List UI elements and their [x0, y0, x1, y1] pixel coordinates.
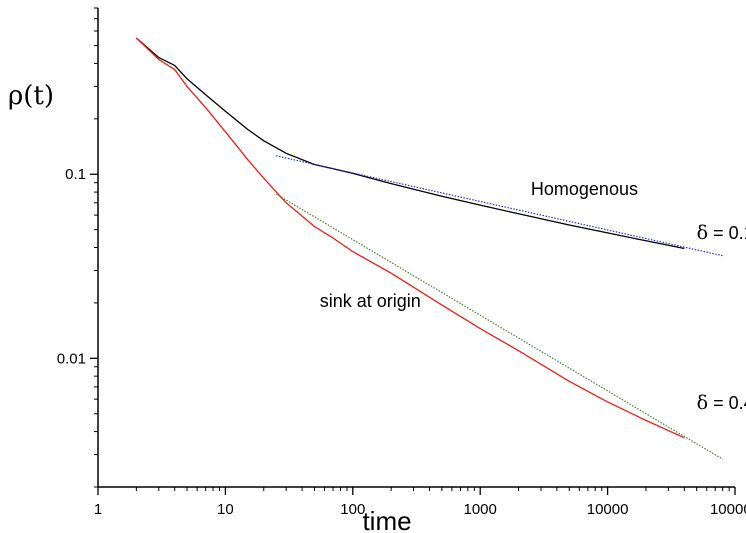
curve-annotation: sink at origin	[320, 291, 421, 311]
x-tick-label: 100	[340, 501, 365, 518]
slope-annotation: δ = 0.16	[697, 222, 746, 244]
x-tick-label: 1	[94, 501, 102, 518]
x-tick-label: 10	[217, 501, 234, 518]
curve-annotation: Homogenous	[531, 179, 638, 199]
series-group	[135, 37, 724, 460]
fit-line-3	[275, 193, 724, 460]
y-tick-label: 0.1	[65, 166, 86, 183]
annotations-group: Homogenous sink at origin δ = 0.16 δ = 0.41	[320, 179, 746, 414]
x-axis-title: time	[362, 506, 411, 533]
x-tick-label: 1000	[464, 501, 497, 518]
fit-line-2	[275, 155, 723, 257]
y-tick-label: 0.01	[57, 350, 86, 367]
data-line-0	[135, 37, 685, 250]
axes: 1 10 100 1000 10000 100000 0.1 0.01	[57, 7, 746, 518]
x-tick-label: 10000	[587, 501, 629, 518]
slope-annotation: δ = 0.41	[697, 392, 746, 414]
x-tick-label: 100000	[710, 501, 746, 518]
data-line-1	[135, 37, 685, 439]
y-axis-title: ρ(t)	[8, 81, 54, 111]
